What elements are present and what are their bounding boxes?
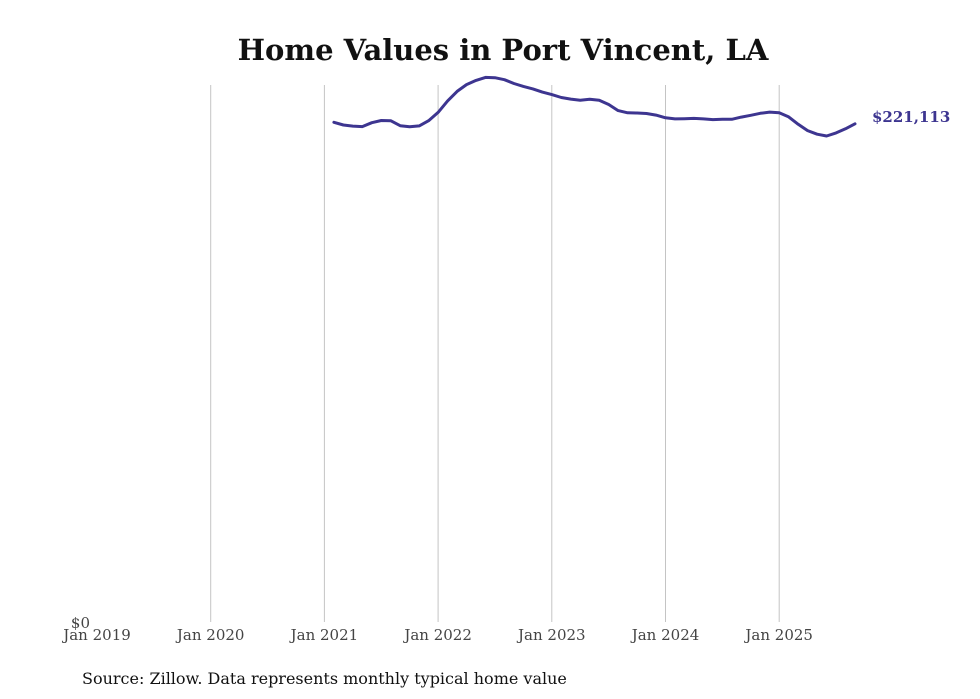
x-tick-jan-2023: Jan 2023 xyxy=(516,626,586,644)
x-tick-jan-2021: Jan 2021 xyxy=(289,626,359,644)
x-tick-jan-2019: Jan 2019 xyxy=(61,626,131,644)
x-axis-ticks: Jan 2019 Jan 2020 Jan 2021 Jan 2022 Jan 2023… xyxy=(61,626,813,644)
x-tick-jan-2025: Jan 2025 xyxy=(743,626,813,644)
home-value-line xyxy=(332,75,857,138)
x-tick-jan-2020: Jan 2020 xyxy=(175,626,245,644)
gridlines xyxy=(210,85,780,622)
chart-title: Home Values in Port Vincent, LA xyxy=(238,33,769,67)
x-tick-jan-2022: Jan 2022 xyxy=(402,626,472,644)
x-tick-jan-2024: Jan 2024 xyxy=(630,626,700,644)
latest-value-label: $221,113 xyxy=(872,108,950,126)
y-tick-zero: $0 xyxy=(71,614,90,632)
source-note: Source: Zillow. Data represents monthly … xyxy=(82,669,567,688)
